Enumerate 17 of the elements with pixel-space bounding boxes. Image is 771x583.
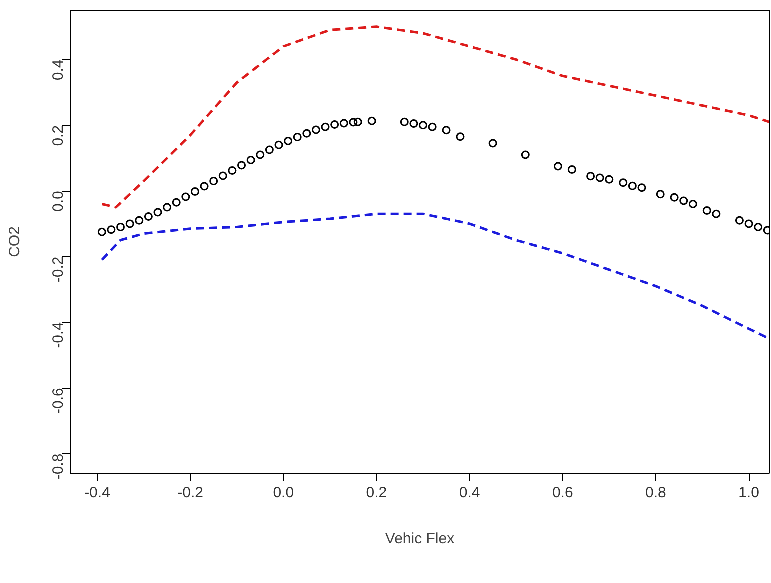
y-tick-label: -0.2 — [50, 256, 67, 283]
y-tick-label: -0.6 — [50, 388, 67, 414]
y-tick-label: 0.0 — [50, 191, 67, 212]
x-tick-label: -0.2 — [178, 484, 204, 502]
y-tick-label: -0.4 — [50, 322, 67, 348]
x-tick-label: 1.0 — [738, 484, 760, 502]
y-tick-label: 0.4 — [50, 60, 67, 81]
x-tick-label: -0.4 — [84, 484, 110, 502]
x-tick-label: 0.2 — [366, 484, 388, 502]
y-tick-label: 0.2 — [50, 125, 67, 146]
y-tick-label: -0.8 — [50, 454, 67, 480]
y-axis-title: CO2 — [6, 226, 24, 258]
x-axis-title: Vehic Flex — [385, 530, 456, 548]
x-tick-label: 0.4 — [459, 484, 480, 502]
x-tick-label: 0.6 — [552, 484, 574, 502]
x-tick-label: 0.8 — [646, 484, 666, 502]
x-tick-label: 0.0 — [273, 484, 294, 502]
